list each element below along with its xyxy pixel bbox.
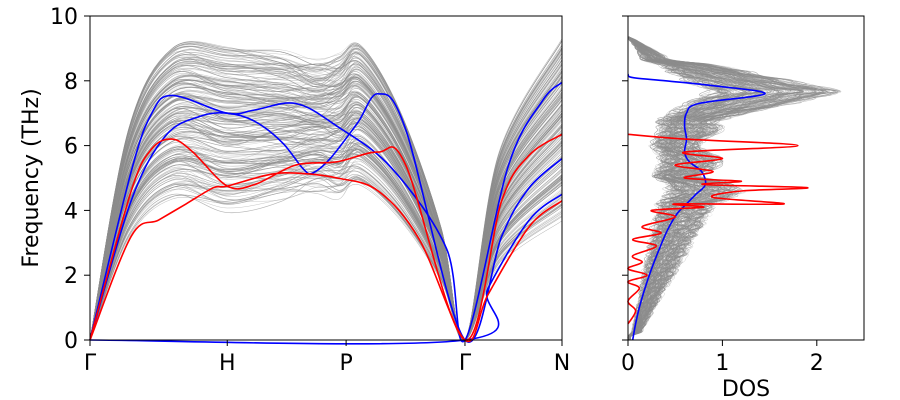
band-ensemble-line [89,174,563,341]
dos-ensemble-line [628,36,815,341]
dos-ensemble-line [627,36,792,341]
dos-ensemble-line [627,36,831,341]
dos-ensemble-line [627,36,841,341]
dos-ensemble-line [628,36,728,341]
band-xtick-label: N [554,351,570,376]
band-ylabel: Frequency (THz) [19,88,44,267]
dos-ensemble-line [627,36,801,341]
dos-ensemble-line [628,36,804,341]
band-ytick-label: 4 [64,199,78,224]
dos-xtick-label: 2 [810,351,824,376]
band-ensemble-lines [89,38,563,342]
band-highlight-line-3 [89,193,563,345]
dos-ensemble-line [627,36,822,341]
band-structure-panel: Γ H P Γ N 0 2 4 6 8 10 Frequency (THz) [19,5,570,376]
band-highlight-line-5 [89,172,563,343]
band-highlight-line-2 [89,93,563,343]
dos-ensemble-line [627,36,731,341]
band-xtick-label: H [219,351,236,376]
band-ytick-label: 2 [64,264,78,289]
band-plot-frame [89,15,563,341]
band-ensemble-line [89,135,563,341]
band-highlight-line-4 [89,133,563,341]
dos-ensemble-line [627,36,839,341]
dos-ensemble-line [627,36,810,341]
dos-highlight-lines [627,73,809,341]
band-highlight-line-1 [89,81,563,343]
dos-ensemble-line [627,36,729,341]
band-xtick-label: Γ [84,351,97,376]
dos-ensemble-line [627,36,721,341]
dos-ensemble-line [627,36,760,341]
dos-panel: 0 1 2 DOS [621,15,865,400]
dos-highlight-line-2 [627,133,809,325]
band-ensemble-line [89,46,563,342]
dos-ensemble-line [628,36,772,341]
dos-ensemble-line [627,36,796,341]
dos-ensemble-line [627,36,773,341]
band-ytick-label: 6 [64,135,78,160]
dos-ensemble-line [627,36,780,341]
dos-ensemble-line [628,36,825,341]
dos-ensemble-line [628,36,722,341]
band-ticks: Γ H P Γ N 0 2 4 6 8 10 [50,5,570,376]
band-ensemble-line [89,173,563,341]
band-ytick-label: 8 [64,70,78,95]
band-ensemble-line [89,64,563,342]
dos-highlight-line-1 [627,73,766,341]
dos-ensemble-lines [627,36,842,341]
band-xtick-label: P [339,351,352,376]
band-ensemble-line [89,134,563,341]
dos-ensemble-line [627,36,782,341]
dos-xtick-label: 0 [621,351,635,376]
dos-ticks: 0 1 2 [621,15,824,376]
dos-ensemble-line [628,36,751,341]
dos-ensemble-line [627,36,817,341]
dos-ensemble-line [628,36,725,341]
band-ytick-label: 0 [64,329,78,354]
dos-plot-frame [627,15,865,341]
dos-xtick-label: 1 [715,351,729,376]
dos-ensemble-line [627,36,802,341]
dos-ensemble-line [628,36,798,341]
dos-ensemble-line [627,36,732,341]
band-highlight-lines [89,81,563,345]
dos-ensemble-line [628,36,842,341]
dos-ensemble-line [628,36,839,341]
band-xtick-label: Γ [459,351,472,376]
dos-ensemble-line [627,36,832,341]
dos-xlabel: DOS [722,377,770,400]
band-ytick-label: 10 [50,5,78,30]
dos-ensemble-line [628,36,814,341]
